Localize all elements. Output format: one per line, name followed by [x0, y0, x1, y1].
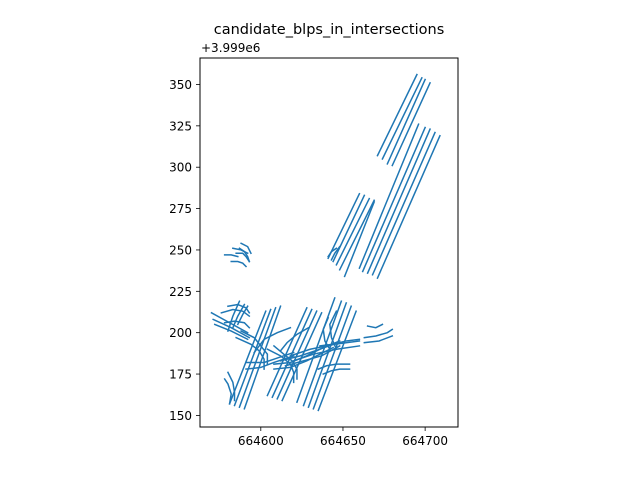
y-tick-label: 150	[169, 409, 192, 423]
series-line-20	[266, 306, 308, 397]
series-line-40	[322, 316, 331, 351]
series-line-61	[235, 252, 251, 263]
series-line-63	[240, 242, 252, 255]
series-line-7	[371, 131, 436, 276]
series-line-0	[376, 73, 418, 157]
series-line-48	[223, 377, 232, 405]
y-tick-label: 300	[169, 161, 192, 175]
series-line-5	[361, 126, 427, 273]
series-line-66	[363, 328, 394, 339]
series-line-38	[317, 363, 351, 371]
y-tick-label: 275	[169, 202, 192, 216]
series-line-10	[332, 194, 366, 263]
series-line-8	[376, 134, 441, 280]
y-tick-label: 175	[169, 368, 192, 382]
series-line-22	[276, 310, 318, 400]
series-line-52	[213, 323, 249, 341]
series-line-12	[338, 199, 376, 271]
series-line-53	[226, 300, 241, 332]
series-line-42	[266, 348, 295, 384]
series-line-39	[322, 368, 351, 376]
plot-frame	[199, 57, 459, 428]
series-line-30	[245, 354, 295, 370]
series-line-23	[281, 311, 323, 402]
x-axis: 664600 664650 664700	[238, 427, 448, 448]
series-line-1	[381, 76, 423, 160]
series-line-65	[366, 323, 384, 329]
series-line-17	[233, 308, 272, 407]
y-tick-label: 325	[169, 119, 192, 133]
y-tick-label: 225	[169, 285, 192, 299]
x-tick-label: 664650	[320, 434, 366, 448]
series-line-44	[253, 326, 292, 354]
y-tick-label: 350	[169, 78, 192, 92]
series-line-51	[212, 318, 251, 339]
series-line-9	[327, 192, 361, 260]
y-tick-label: 250	[169, 243, 192, 257]
series-line-18	[238, 306, 277, 409]
series-line-6	[366, 128, 432, 275]
series-line-15	[330, 245, 341, 261]
series-line-11	[335, 197, 371, 266]
series-line-56	[223, 320, 251, 329]
series-line-47	[240, 330, 269, 365]
chart-title: candidate_blps_in_intersections	[214, 22, 445, 38]
series-line-4	[358, 123, 420, 270]
series-line-29	[245, 351, 295, 364]
series-line-46	[235, 336, 265, 370]
series-line-60	[230, 260, 248, 268]
series-line-2	[386, 78, 427, 165]
series-line-50	[210, 311, 249, 334]
series-line-59	[223, 254, 239, 258]
series-line-27	[312, 305, 353, 410]
series-lines	[210, 73, 441, 412]
series-line-28	[317, 310, 358, 412]
series-line-36	[292, 345, 361, 362]
series-line-57	[220, 308, 251, 318]
series-line-45	[279, 326, 310, 352]
series-line-64	[231, 247, 249, 255]
series-line-13	[343, 200, 376, 278]
series-line-67	[363, 335, 394, 344]
x-tick-label: 664600	[238, 434, 284, 448]
series-line-26	[307, 301, 348, 409]
series-line-35	[289, 340, 361, 357]
y-tick-label: 200	[169, 326, 192, 340]
series-line-16	[228, 310, 267, 405]
y-offset-label: +3.999e6	[201, 41, 260, 55]
series-line-14	[327, 247, 338, 258]
series-line-54	[231, 303, 246, 329]
y-axis: 150 175 200 225 250 275 300 325 350	[169, 78, 200, 423]
series-line-3	[391, 81, 432, 167]
series-line-41	[329, 310, 338, 351]
x-tick-label: 664700	[402, 434, 448, 448]
series-line-58	[227, 303, 251, 314]
series-line-49	[226, 371, 236, 402]
